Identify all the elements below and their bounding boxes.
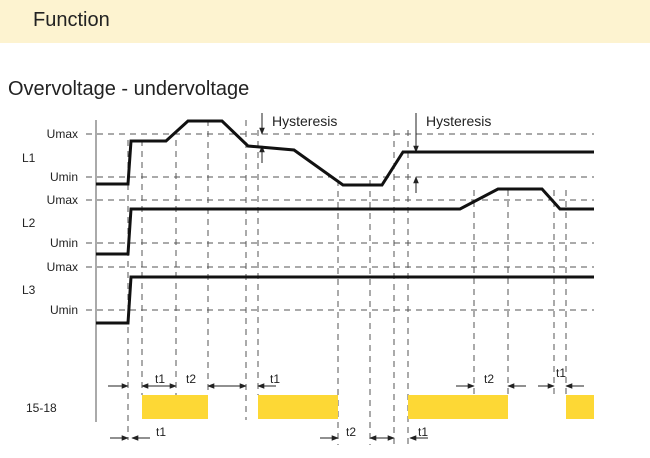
l1-voltage-trace [96,119,594,187]
t1-label: t1 [556,366,566,380]
relay-on-interval [142,395,208,419]
t2-label: t2 [186,372,196,386]
t2-label: t2 [346,425,356,439]
section-title: Overvoltage - undervoltage [8,78,250,100]
relay-on-interval [566,395,594,419]
channel-label-l2: L2 [22,216,36,230]
relay-on-interval [258,395,338,419]
umin-label: Umin [50,236,78,250]
umax-label: Umax [47,193,78,207]
hysteresis-label: Hysteresis [272,113,337,129]
t2-label: t2 [484,372,494,386]
t1-label: t1 [156,425,166,439]
hysteresis-label: Hysteresis [426,113,491,129]
t1-label: t1 [270,372,280,386]
umin-label: Umin [50,170,78,184]
output-label: 15-18 [26,401,57,415]
l3-voltage-trace [96,275,594,325]
header-title: Function [33,9,110,31]
relay-on-interval [408,395,508,419]
l2-voltage-trace [96,187,594,256]
channel-label-l1: L1 [22,151,36,165]
umax-label: Umax [47,260,78,274]
t1-label: t1 [155,372,165,386]
t1-label: t1 [418,425,428,439]
umin-label: Umin [50,303,78,317]
umax-label: Umax [47,127,78,141]
channel-label-l3: L3 [22,283,36,297]
header-bar: Function [0,0,650,43]
